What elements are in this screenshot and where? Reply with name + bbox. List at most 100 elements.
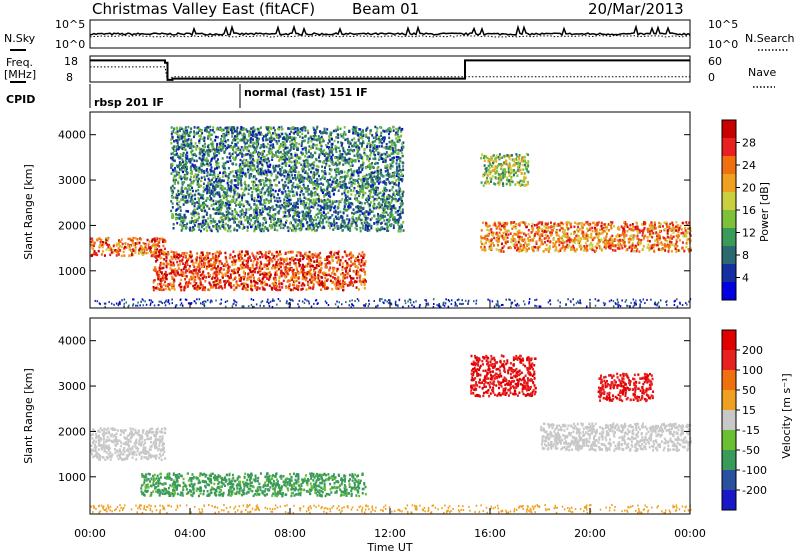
heatmap-cell [502, 226, 505, 230]
heatmap-cell [329, 266, 332, 270]
heatmap-cell [362, 256, 365, 260]
heatmap-cell [193, 131, 196, 135]
heatmap-cell [186, 285, 189, 288]
heatmap-cell [225, 195, 228, 199]
heatmap-cell [540, 238, 543, 242]
heatmap-cell [560, 241, 563, 245]
heatmap-cell [358, 261, 361, 265]
heatmap-cell [578, 222, 581, 225]
heatmap-cell [389, 215, 392, 219]
heatmap-cell [210, 284, 213, 287]
heatmap-cell [364, 273, 367, 276]
heatmap-cell [243, 189, 246, 192]
heatmap-cell [281, 178, 284, 182]
heatmap-cell [543, 225, 546, 228]
heatmap-cell [237, 254, 240, 257]
heatmap-cell [646, 236, 649, 239]
heatmap-cell [324, 265, 327, 269]
heatmap-cell [671, 227, 674, 231]
heatmap-cell [222, 264, 225, 268]
heatmap-cell [257, 278, 260, 281]
heatmap-cell [591, 238, 594, 242]
heatmap-cell [379, 180, 382, 184]
heatmap-cell [567, 227, 570, 230]
heatmap-cell [362, 175, 365, 179]
heatmap-cell [321, 176, 324, 180]
heatmap-cell [300, 167, 303, 171]
heatmap-cell [158, 252, 161, 255]
heatmap-cell [629, 223, 632, 227]
heatmap-cell [575, 248, 578, 251]
heatmap-cell [180, 273, 183, 277]
heatmap-cell [530, 231, 533, 234]
heatmap-cell [327, 273, 330, 277]
heatmap-cell [246, 215, 249, 219]
heatmap-cell [314, 131, 317, 134]
heatmap-cell [219, 220, 222, 223]
heatmap-cell [362, 141, 365, 145]
heatmap-cell [259, 251, 262, 254]
heatmap-cell [689, 229, 692, 232]
heatmap-cell [578, 243, 581, 247]
heatmap-cell [282, 226, 285, 230]
heatmap-cell [250, 160, 253, 163]
heatmap-cell [374, 187, 377, 191]
heatmap-cell [288, 285, 291, 289]
heatmap-cell [515, 249, 518, 252]
heatmap-cell [641, 247, 644, 251]
heatmap-cell [555, 246, 558, 249]
heatmap-cell [184, 126, 187, 129]
heatmap-cell [593, 226, 596, 230]
heatmap-cell [319, 270, 322, 274]
heatmap-cell [649, 223, 652, 226]
heatmap-cell [637, 243, 640, 246]
heatmap-cell [506, 236, 509, 239]
heatmap-cell [517, 247, 520, 250]
heatmap-cell [557, 240, 560, 243]
heatmap-cell [223, 283, 226, 286]
heatmap-cell [203, 275, 206, 279]
heatmap-cell [320, 198, 323, 202]
heatmap-cell [603, 223, 606, 226]
heatmap-cell [271, 213, 274, 217]
heatmap-cell [353, 262, 356, 265]
heatmap-cell [151, 240, 154, 243]
heatmap-cell [116, 242, 119, 246]
heatmap-cell [254, 281, 257, 284]
heatmap-cell [249, 205, 252, 209]
heatmap-cell [288, 257, 291, 261]
heatmap-cell [198, 261, 201, 264]
heatmap-cell [545, 230, 548, 234]
heatmap-cell [177, 181, 180, 185]
heatmap-cell [265, 277, 268, 280]
heatmap-cell [341, 183, 344, 187]
heatmap-cell [554, 249, 557, 252]
heatmap-cell [560, 221, 563, 225]
heatmap-cell [675, 229, 678, 232]
heatmap-cell [533, 236, 536, 240]
heatmap-cell [325, 179, 328, 183]
heatmap-cell [92, 252, 95, 256]
heatmap-cell [233, 268, 236, 271]
heatmap-cell [642, 228, 645, 232]
heatmap-cell [277, 258, 280, 262]
heatmap-cell [689, 249, 692, 252]
heatmap-cell [197, 205, 200, 208]
heatmap-cell [216, 265, 219, 268]
heatmap-cell [332, 280, 335, 284]
heatmap-cell [284, 266, 287, 269]
heatmap-cell [312, 226, 315, 229]
heatmap-cell [240, 182, 243, 185]
heatmap-cell [362, 263, 365, 267]
heatmap-cell [270, 217, 273, 220]
heatmap-cell [336, 169, 339, 173]
heatmap-cell [323, 160, 326, 163]
heatmap-cell [300, 284, 303, 287]
heatmap-cell [306, 177, 309, 180]
heatmap-cell [110, 248, 113, 252]
heatmap-cell [178, 161, 181, 164]
heatmap-cell [591, 245, 594, 249]
heatmap-cell [327, 153, 330, 156]
heatmap-cell [283, 260, 286, 263]
heatmap-cell [360, 264, 363, 268]
